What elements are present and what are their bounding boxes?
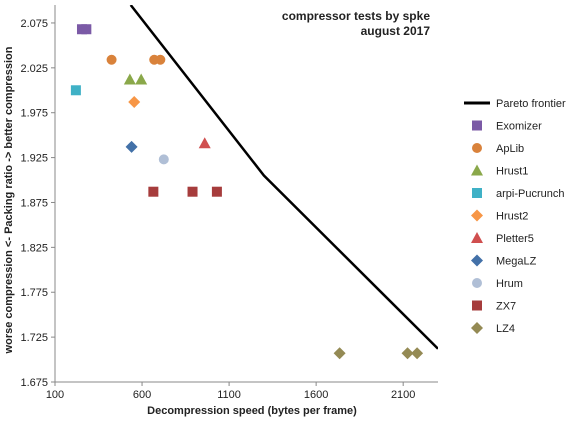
- point-arpi-pucrunch: [70, 85, 81, 96]
- legend-swatch-megalz: [471, 254, 483, 267]
- legend-swatch-arpi-pucrunch: [472, 188, 482, 198]
- point-hrust1: [123, 73, 136, 85]
- plot-area: 1.675 1.725 1.775 1.825 1.875 1.925 1.975 2.025…: [20, 5, 438, 401]
- legend-swatch-exomizer: [472, 120, 482, 131]
- point-hrust1: [135, 73, 148, 85]
- x-tick-label: 1600: [304, 389, 328, 401]
- y-tick-label: 1.975: [20, 108, 48, 120]
- x-tick-label: 600: [133, 389, 151, 401]
- legend-label-exomizer: Exomizer: [496, 121, 542, 133]
- legend-label-pareto-frontier: Pareto frontier: [496, 98, 566, 110]
- point-zx7: [148, 186, 159, 197]
- x-axis-title: Decompression speed (bytes per frame): [147, 405, 357, 417]
- legend-swatch-hrum: [472, 278, 482, 288]
- legend: Pareto frontier Exomizer ApLib Hrust1 arpi-P…: [464, 98, 566, 335]
- point-pletter5: [198, 137, 211, 149]
- legend-swatch-pletter5: [471, 232, 483, 243]
- point-lz4: [401, 347, 414, 360]
- y-tick-label: 2.025: [20, 63, 48, 75]
- legend-label-hrum: Hrum: [496, 278, 523, 290]
- point-aplib: [155, 54, 166, 65]
- pareto-frontier-line: [129, 5, 438, 350]
- point-aplib: [106, 54, 117, 65]
- x-tick-label: 100: [46, 389, 64, 401]
- legend-label-hrust1: Hrust1: [496, 166, 528, 178]
- legend-label-zx7: ZX7: [496, 301, 516, 313]
- point-zx7: [211, 186, 222, 197]
- legend-swatch-hrust2: [471, 209, 483, 222]
- point-lz4: [411, 347, 424, 360]
- legend-label-aplib: ApLib: [496, 143, 524, 155]
- point-hrum: [158, 154, 169, 165]
- legend-label-hrust2: Hrust2: [496, 211, 528, 223]
- legend-label-arpi-pucrunch: arpi-Pucrunch: [496, 188, 564, 200]
- x-tick-label: 1100: [217, 389, 241, 401]
- legend-label-pletter5: Pletter5: [496, 233, 534, 245]
- point-zx7: [187, 186, 198, 197]
- chart-title-line-1: compressor tests by spke: [282, 9, 430, 23]
- y-tick-label: 1.925: [20, 153, 48, 165]
- legend-swatch-lz4: [471, 322, 483, 334]
- legend-label-lz4: LZ4: [496, 323, 515, 335]
- y-tick-label: 1.775: [20, 287, 48, 299]
- y-axis-title: worse compression <- Packing ratio -> be…: [3, 46, 15, 354]
- legend-label-megalz: MegaLZ: [496, 256, 537, 268]
- point-hrust2: [128, 95, 141, 108]
- y-tick-label: 1.825: [20, 242, 48, 254]
- legend-swatch-aplib: [472, 143, 482, 153]
- legend-swatch-zx7: [472, 300, 482, 311]
- y-tick-label: 2.075: [20, 18, 48, 30]
- y-tick-label: 1.875: [20, 197, 48, 209]
- legend-swatch-hrust1: [471, 164, 483, 176]
- chart-title-line-2: august 2017: [361, 24, 431, 38]
- point-exomizer: [81, 24, 92, 35]
- x-tick-label: 2100: [391, 389, 415, 401]
- y-tick-label: 1.725: [20, 332, 48, 344]
- point-megalz: [125, 140, 138, 153]
- point-lz4: [333, 347, 346, 360]
- y-tick-label: 1.675: [20, 377, 48, 389]
